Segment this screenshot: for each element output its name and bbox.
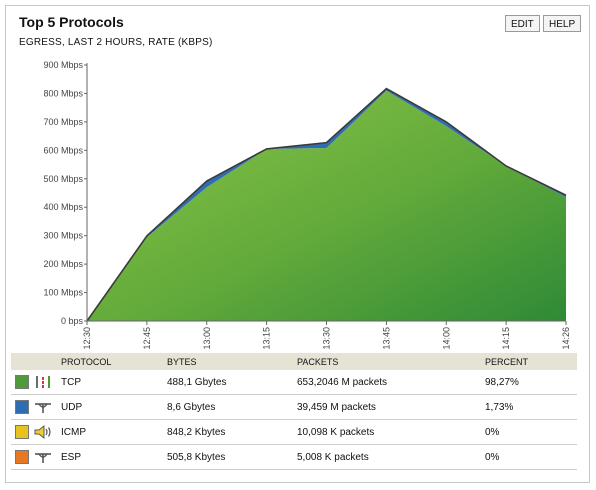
esp-icon xyxy=(35,453,51,463)
row-bytes: 488,1 Gbytes xyxy=(167,376,227,388)
table-row[interactable]: UDP 8,6 Gbytes 39,459 M packets 1,73% xyxy=(11,395,577,420)
series-area-udp xyxy=(87,89,566,321)
row-percent: 0% xyxy=(485,451,500,463)
row-bytes: 848,2 Kbytes xyxy=(167,426,226,438)
chart-subtitle: EGRESS, LAST 2 HOURS, RATE (KBPS) xyxy=(19,37,213,48)
table-row[interactable]: ICMP 848,2 Kbytes 10,098 K packets 0% xyxy=(11,420,577,445)
row-packets: 39,459 M packets xyxy=(297,401,376,413)
x-tick-label: 14:26 xyxy=(561,327,571,350)
row-percent: 0% xyxy=(485,426,500,438)
x-tick-label: 13:00 xyxy=(202,327,212,350)
row-protocol: UDP xyxy=(61,401,83,413)
speaker-icon xyxy=(34,424,51,440)
row-protocol: TCP xyxy=(61,376,81,388)
y-tick-label: 900 Mbps xyxy=(43,60,83,70)
y-tick-label: 200 Mbps xyxy=(43,259,83,269)
series-outline xyxy=(86,87,567,322)
color-swatch xyxy=(15,400,29,414)
y-tick-label: 700 Mbps xyxy=(43,117,83,127)
help-button[interactable]: HELP xyxy=(543,15,582,32)
x-tick-label: 12:30 xyxy=(82,327,92,350)
color-swatch xyxy=(15,450,29,464)
row-packets: 5,008 K packets xyxy=(297,451,369,463)
row-packets: 653,2046 M packets xyxy=(297,376,388,388)
x-tick-label: 13:30 xyxy=(322,327,332,350)
y-tick-label: 400 Mbps xyxy=(43,202,83,212)
color-swatch xyxy=(15,425,29,439)
table-header: PROTOCOL BYTES PACKETS PERCENT xyxy=(11,353,577,370)
row-protocol: ICMP xyxy=(61,426,86,438)
edit-button[interactable]: EDIT xyxy=(505,15,540,32)
row-percent: 98,27% xyxy=(485,376,519,388)
color-swatch xyxy=(15,375,29,389)
header-protocol: PROTOCOL xyxy=(61,356,112,367)
table-row[interactable]: ESP 505,8 Kbytes 5,008 K packets 0% xyxy=(11,445,577,470)
row-protocol: ESP xyxy=(61,451,82,463)
y-tick-label: 100 Mbps xyxy=(43,288,83,298)
protocol-area-chart: 0 bps 100 Mbps 200 Mbps 300 Mbps 400 Mbps 500… xyxy=(43,60,571,350)
x-tick-label: 13:15 xyxy=(262,327,272,350)
x-tick-label: 14:00 xyxy=(441,327,451,350)
row-bytes: 505,8 Kbytes xyxy=(167,451,226,463)
y-tick-label: 600 Mbps xyxy=(43,145,83,155)
x-tick-label: 13:45 xyxy=(381,327,391,350)
protocol-table: PROTOCOL BYTES PACKETS PERCENT TCP 488,1… xyxy=(11,353,577,470)
x-tick-label: 14:15 xyxy=(501,327,511,350)
y-tick-label: 0 bps xyxy=(61,316,84,326)
page-title: Top 5 Protocols xyxy=(19,14,124,30)
table-row[interactable]: TCP 488,1 Gbytes 653,2046 M packets 98,2… xyxy=(11,370,577,395)
tcp-icon xyxy=(36,376,50,388)
y-tick-label: 500 Mbps xyxy=(43,174,83,184)
header-percent: PERCENT xyxy=(485,356,529,367)
row-packets: 10,098 K packets xyxy=(297,426,375,438)
y-tick-label: 800 Mbps xyxy=(43,88,83,98)
header-bytes: BYTES xyxy=(167,356,197,367)
y-tick-label: 300 Mbps xyxy=(43,231,83,241)
row-percent: 1,73% xyxy=(485,401,514,413)
udp-icon xyxy=(35,403,51,413)
x-tick-label: 12:45 xyxy=(142,327,152,350)
series-area-tcp xyxy=(87,90,566,321)
row-bytes: 8,6 Gbytes xyxy=(167,401,216,413)
header-packets: PACKETS xyxy=(297,356,339,367)
